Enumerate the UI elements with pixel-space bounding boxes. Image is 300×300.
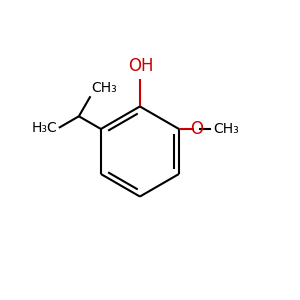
Text: CH₃: CH₃ <box>92 81 117 95</box>
Text: O: O <box>190 120 203 138</box>
Text: OH: OH <box>128 57 154 75</box>
Text: CH₃: CH₃ <box>213 122 239 136</box>
Text: H₃C: H₃C <box>32 121 58 135</box>
